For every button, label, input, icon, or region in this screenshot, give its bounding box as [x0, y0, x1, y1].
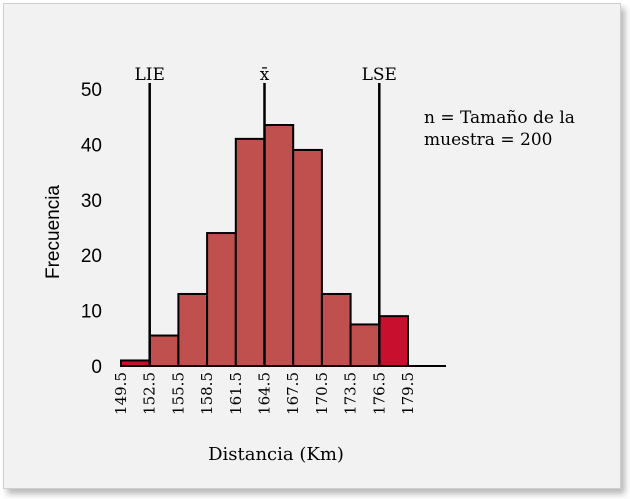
- histogram-bar-176.5-179.5: [378, 315, 409, 368]
- histogram-bar-161.5-164.5: [234, 137, 266, 367]
- y-axis-label: Frecuencia: [43, 185, 64, 279]
- histogram-bar-164.5-167.5: [263, 124, 295, 368]
- x-tick-label: 161.5: [227, 372, 245, 415]
- histogram-bar-155.5-158.5: [177, 292, 209, 368]
- y-tick-label: 20: [81, 246, 102, 267]
- x-tick-label: 167.5: [284, 372, 302, 415]
- reference-line-label-1: x̄: [260, 65, 270, 85]
- y-tick-label: 0: [91, 357, 102, 378]
- y-tick-label: 40: [81, 135, 102, 156]
- x-tick-label: 179.5: [399, 372, 417, 415]
- x-tick-label: 176.5: [370, 372, 388, 415]
- y-tick-label: 30: [81, 191, 102, 212]
- x-tick-label: 155.5: [169, 372, 187, 415]
- x-tick-label: 173.5: [342, 372, 360, 415]
- x-tick-label: 158.5: [198, 372, 216, 415]
- sample-size-annotation-line1: n = Tamaño de la: [424, 108, 575, 128]
- y-tick-label: 50: [81, 80, 102, 101]
- y-tick-label: 10: [81, 302, 102, 323]
- reference-line-label-2: LSE: [362, 65, 397, 85]
- x-tick-label: 149.5: [112, 372, 130, 415]
- sample-size-annotation-line2: muestra = 200: [424, 130, 552, 150]
- x-tick-label: 170.5: [313, 372, 331, 415]
- x-tick-label: 164.5: [256, 372, 274, 415]
- x-axis-label: Distancia (Km): [208, 444, 344, 465]
- x-tick-label: 152.5: [141, 372, 159, 415]
- histogram-bar-173.5-176.5: [349, 323, 381, 368]
- histogram-bar-152.5-155.5: [148, 334, 180, 367]
- histogram-bar-170.5-173.5: [320, 292, 352, 368]
- histogram-bar-167.5-170.5: [292, 148, 323, 367]
- reference-line-label-0: LIE: [134, 65, 164, 85]
- histogram-bar-158.5-161.5: [206, 232, 237, 367]
